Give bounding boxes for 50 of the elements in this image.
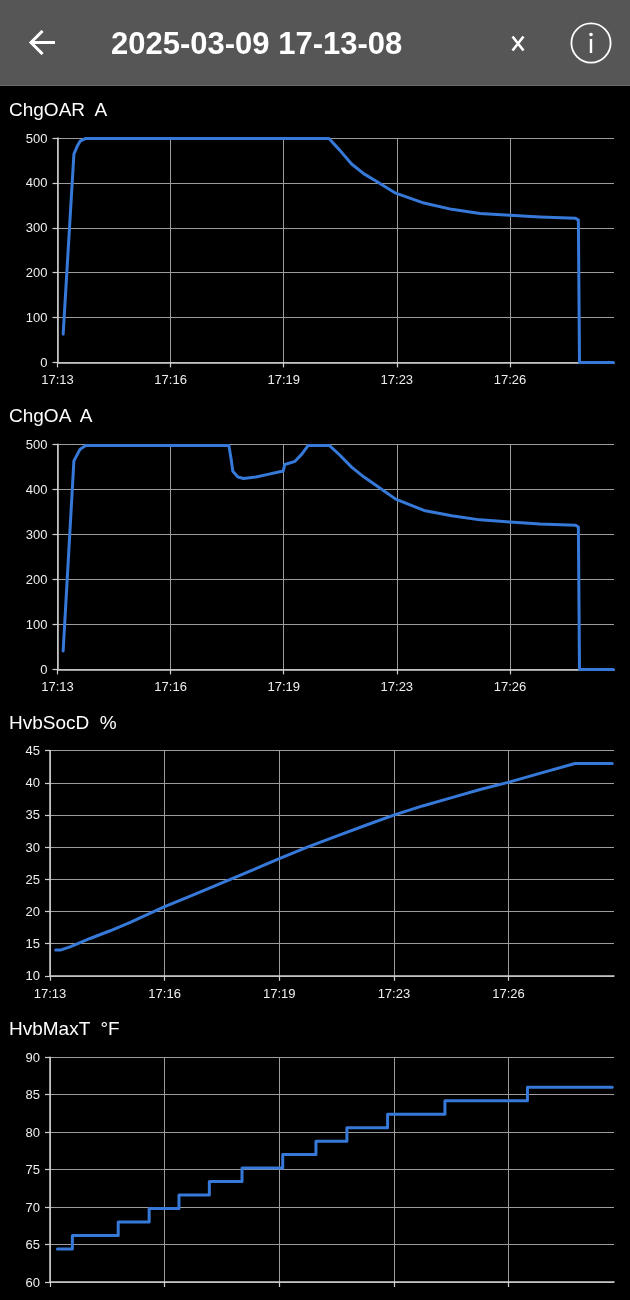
x-tick-label: 17:23 bbox=[380, 679, 414, 695]
y-tick-label: 90 bbox=[25, 1049, 40, 1065]
y-axis-title: HvbSocD % bbox=[9, 712, 117, 734]
y-tick-label: 200 bbox=[25, 571, 48, 587]
y-tick-label: 85 bbox=[25, 1087, 40, 1103]
y-tick-label: 0 bbox=[40, 354, 48, 370]
y-axis-title: ChgOAR A bbox=[9, 99, 108, 121]
line-series bbox=[54, 761, 614, 952]
y-tick-label: 10 bbox=[25, 968, 40, 984]
x-tick-label: 17:26 bbox=[492, 985, 525, 1001]
y-tick-label: 500 bbox=[25, 130, 48, 146]
x-tick-label: 17:19 bbox=[267, 679, 300, 695]
line-series bbox=[61, 444, 615, 671]
y-tick-label: 100 bbox=[25, 310, 48, 326]
y-tick-label: 70 bbox=[25, 1199, 40, 1215]
y-tick-label: 25 bbox=[25, 871, 40, 887]
y-tick-label: 0 bbox=[40, 661, 48, 677]
y-tick-label: 15 bbox=[25, 936, 40, 952]
y-tick-label: 200 bbox=[25, 265, 48, 281]
x-tick-label: 17:13 bbox=[41, 679, 74, 695]
y-axis-title: ChgOA A bbox=[9, 405, 93, 427]
x-tick-label: 17:16 bbox=[154, 679, 187, 695]
y-tick-label: 500 bbox=[25, 436, 48, 452]
x-tick-label: 17:19 bbox=[267, 372, 300, 388]
y-tick-label: 65 bbox=[25, 1237, 40, 1253]
y-tick-label: 400 bbox=[25, 175, 48, 191]
x-tick-label: 17:19 bbox=[262, 985, 296, 1001]
y-tick-label: 300 bbox=[25, 526, 48, 542]
y-tick-label: 20 bbox=[25, 903, 40, 919]
x-tick-label: 17:26 bbox=[493, 679, 527, 695]
y-axis-title: HvbMaxT °F bbox=[9, 1018, 120, 1040]
chart-title: 2025-03-09 17-13-08 bbox=[111, 25, 403, 63]
y-tick-label: 30 bbox=[25, 839, 40, 855]
line-series bbox=[61, 136, 615, 364]
x-tick-label: 17:26 bbox=[493, 372, 527, 388]
x-tick-label: 17:13 bbox=[33, 985, 67, 1001]
y-tick-label: 300 bbox=[25, 220, 48, 236]
y-tick-label: 400 bbox=[25, 481, 48, 497]
y-tick-label: 80 bbox=[25, 1124, 40, 1140]
x-tick-label: 17:16 bbox=[154, 372, 187, 388]
x-tick-label: 17:16 bbox=[148, 985, 181, 1001]
y-tick-label: 60 bbox=[25, 1274, 40, 1290]
y-tick-label: 100 bbox=[25, 616, 48, 632]
y-tick-label: 75 bbox=[25, 1162, 40, 1178]
y-tick-label: 35 bbox=[25, 807, 40, 823]
x-tick-label: 17:13 bbox=[41, 372, 74, 388]
x-tick-label: 17:23 bbox=[380, 372, 414, 388]
y-tick-label: 40 bbox=[25, 775, 40, 791]
x-tick-label: 17:23 bbox=[377, 985, 411, 1001]
y-tick-label: 45 bbox=[25, 743, 40, 759]
